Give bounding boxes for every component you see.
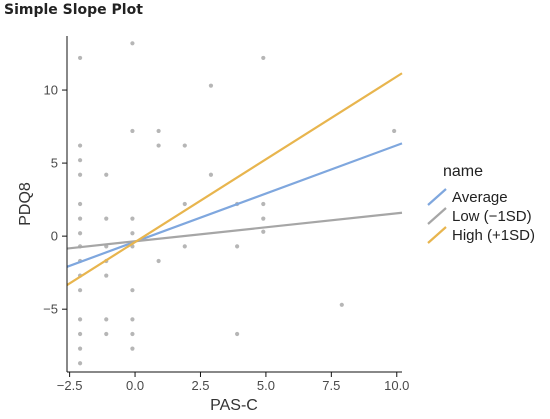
data-point [261, 216, 266, 221]
data-point [156, 143, 161, 148]
data-point [156, 258, 161, 264]
data-point [392, 128, 397, 134]
data-point [130, 317, 135, 322]
x-tick-label: 5.0 [257, 378, 275, 393]
data-point [261, 229, 266, 234]
legend-key [427, 226, 447, 244]
data-point [182, 201, 187, 207]
data-point [130, 128, 135, 134]
x-tick-label: 7.5 [322, 378, 340, 393]
data-point [208, 172, 214, 177]
legend-label: Low (−1SD) [452, 208, 532, 225]
data-point [130, 41, 135, 46]
legend-title: name [443, 163, 483, 180]
data-point [77, 216, 83, 221]
data-point [104, 331, 109, 337]
x-tick-label: 2.5 [191, 378, 209, 393]
data-point [77, 288, 83, 293]
data-point [130, 216, 135, 221]
data-point [182, 143, 187, 148]
x-tick-label: 10.0 [384, 378, 409, 393]
scatter-points [77, 41, 397, 366]
y-tick-label: 0 [51, 229, 58, 244]
data-point [235, 331, 240, 337]
data-point [104, 172, 109, 177]
data-point [339, 302, 344, 307]
data-point [104, 216, 109, 221]
slope-line-1 [66, 142, 403, 268]
data-point [77, 143, 83, 148]
data-point [261, 201, 266, 207]
data-point [77, 317, 83, 322]
y-ticks: −5 0 5 10 [43, 83, 67, 317]
data-point [77, 172, 83, 177]
data-point [130, 288, 135, 293]
data-point [182, 244, 187, 249]
data-point [77, 231, 83, 236]
chart-title: Simple Slope Plot [4, 2, 143, 18]
data-point [104, 317, 109, 322]
slope-line-2 [66, 211, 403, 250]
data-point [77, 361, 83, 366]
data-point [130, 331, 135, 337]
data-point [77, 331, 83, 337]
data-point [130, 346, 135, 351]
x-tick-label: 0.0 [126, 378, 144, 393]
legend: name Average Low (−1SD) High (+1SD) [427, 163, 535, 244]
legend-label: High (+1SD) [452, 227, 535, 244]
data-point [208, 83, 214, 88]
data-point [104, 273, 109, 278]
data-point [261, 55, 266, 61]
data-point [77, 201, 83, 207]
y-tick-label: 5 [51, 156, 58, 171]
data-point [235, 244, 240, 249]
x-tick-label: −2.5 [57, 378, 83, 393]
x-axis-title: PAS-C [210, 397, 258, 414]
legend-key [427, 188, 447, 206]
y-tick-label: 10 [44, 83, 58, 98]
data-point [130, 231, 135, 236]
axes [66, 36, 402, 373]
y-axis-title: PDQ8 [17, 182, 34, 226]
slope-line-3 [66, 72, 403, 287]
y-tick-label: −5 [43, 302, 58, 317]
legend-label: Average [452, 189, 508, 206]
data-point [77, 158, 83, 163]
data-point [77, 346, 83, 351]
data-point [77, 55, 83, 61]
x-ticks: −2.5 0.0 2.5 5.0 7.5 10.0 [57, 372, 409, 393]
slope-lines [66, 72, 403, 287]
data-point [156, 128, 161, 134]
legend-key [427, 207, 447, 225]
